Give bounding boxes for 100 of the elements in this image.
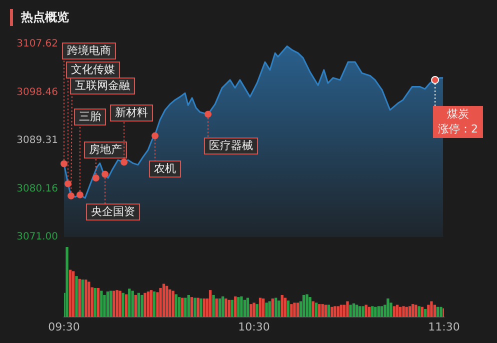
bar bbox=[240, 296, 243, 317]
bar bbox=[68, 270, 72, 317]
y-tick-label: 3071.00 bbox=[16, 232, 58, 243]
bar bbox=[134, 294, 137, 317]
bar bbox=[308, 297, 312, 317]
bar bbox=[402, 306, 405, 317]
bar bbox=[396, 304, 399, 317]
bar bbox=[109, 290, 112, 317]
bar bbox=[66, 247, 68, 317]
bar bbox=[436, 306, 440, 317]
bar bbox=[128, 288, 131, 317]
bar bbox=[414, 304, 418, 317]
annotation: 文化传媒 bbox=[71, 62, 115, 76]
bar bbox=[278, 300, 280, 317]
bar bbox=[362, 306, 364, 317]
bar bbox=[274, 298, 278, 317]
annotation: 房地产 bbox=[89, 142, 122, 156]
bar bbox=[146, 291, 150, 317]
bar bbox=[342, 304, 346, 317]
bar bbox=[321, 304, 324, 317]
bar bbox=[106, 291, 110, 317]
bar bbox=[116, 290, 118, 317]
x-tick-label: 11:30 bbox=[428, 320, 460, 334]
bar bbox=[250, 304, 252, 317]
bar bbox=[72, 271, 75, 317]
bar bbox=[237, 297, 240, 317]
bar bbox=[371, 306, 374, 317]
bar bbox=[187, 294, 190, 317]
bar bbox=[290, 304, 293, 317]
bar bbox=[427, 304, 430, 317]
bar bbox=[215, 298, 218, 317]
bar bbox=[349, 304, 352, 317]
bar bbox=[408, 306, 412, 317]
bar bbox=[243, 300, 246, 317]
bar bbox=[340, 304, 343, 317]
bar bbox=[81, 280, 84, 317]
bar bbox=[352, 303, 356, 317]
bar bbox=[208, 290, 212, 317]
bar bbox=[405, 306, 408, 317]
annotation: 新材料 bbox=[115, 106, 148, 119]
bar bbox=[398, 306, 402, 317]
bar bbox=[312, 301, 314, 317]
bar bbox=[374, 306, 377, 317]
annotation: 央企国资 bbox=[91, 204, 135, 218]
bar bbox=[194, 298, 196, 317]
bar bbox=[137, 292, 140, 317]
bar bbox=[306, 294, 308, 317]
bar bbox=[124, 294, 128, 317]
y-tick-label: 3107.62 bbox=[16, 38, 58, 50]
bar bbox=[224, 298, 228, 317]
bar bbox=[178, 297, 181, 317]
bar bbox=[392, 306, 396, 317]
bar bbox=[358, 306, 362, 317]
bar bbox=[330, 306, 334, 317]
bar bbox=[152, 291, 156, 317]
bar bbox=[228, 300, 230, 317]
bar bbox=[144, 292, 146, 317]
bar bbox=[140, 294, 144, 317]
bar bbox=[168, 289, 172, 317]
x-tick-label: 10:30 bbox=[238, 320, 270, 334]
bar bbox=[380, 306, 384, 317]
bar bbox=[230, 300, 234, 317]
bar bbox=[355, 304, 358, 317]
bar bbox=[418, 306, 420, 317]
bar bbox=[159, 288, 162, 317]
y-tick-label: 3089.31 bbox=[16, 135, 58, 146]
bar bbox=[286, 300, 290, 317]
bar bbox=[84, 280, 88, 317]
bar bbox=[430, 301, 433, 317]
bar bbox=[318, 304, 321, 317]
bar bbox=[268, 301, 271, 317]
bar bbox=[131, 290, 134, 317]
bar bbox=[234, 296, 237, 317]
bar bbox=[172, 290, 174, 317]
bar bbox=[284, 298, 286, 317]
bar bbox=[324, 304, 327, 317]
annotation: 三胎 bbox=[79, 110, 101, 123]
annotation: 煤炭涨停：2 bbox=[438, 107, 478, 136]
bar bbox=[390, 302, 392, 317]
bar bbox=[258, 298, 262, 317]
bar bbox=[302, 294, 306, 317]
bar bbox=[412, 304, 414, 317]
bar bbox=[118, 290, 122, 317]
bar bbox=[165, 286, 168, 317]
bar bbox=[336, 306, 340, 317]
y-tick-label: 3080.16 bbox=[16, 183, 58, 194]
bar bbox=[271, 298, 274, 317]
bar bbox=[440, 306, 442, 317]
bar bbox=[364, 304, 368, 317]
bar bbox=[156, 292, 159, 317]
y-tick-label: 3098.46 bbox=[16, 86, 58, 98]
bar bbox=[265, 302, 268, 317]
bar bbox=[280, 294, 284, 317]
bar bbox=[96, 288, 100, 317]
x-tick-label: 09:30 bbox=[48, 320, 80, 334]
bar bbox=[122, 292, 124, 317]
bar bbox=[190, 297, 194, 317]
bar bbox=[212, 294, 215, 317]
bar bbox=[218, 298, 222, 317]
bar bbox=[424, 308, 427, 317]
